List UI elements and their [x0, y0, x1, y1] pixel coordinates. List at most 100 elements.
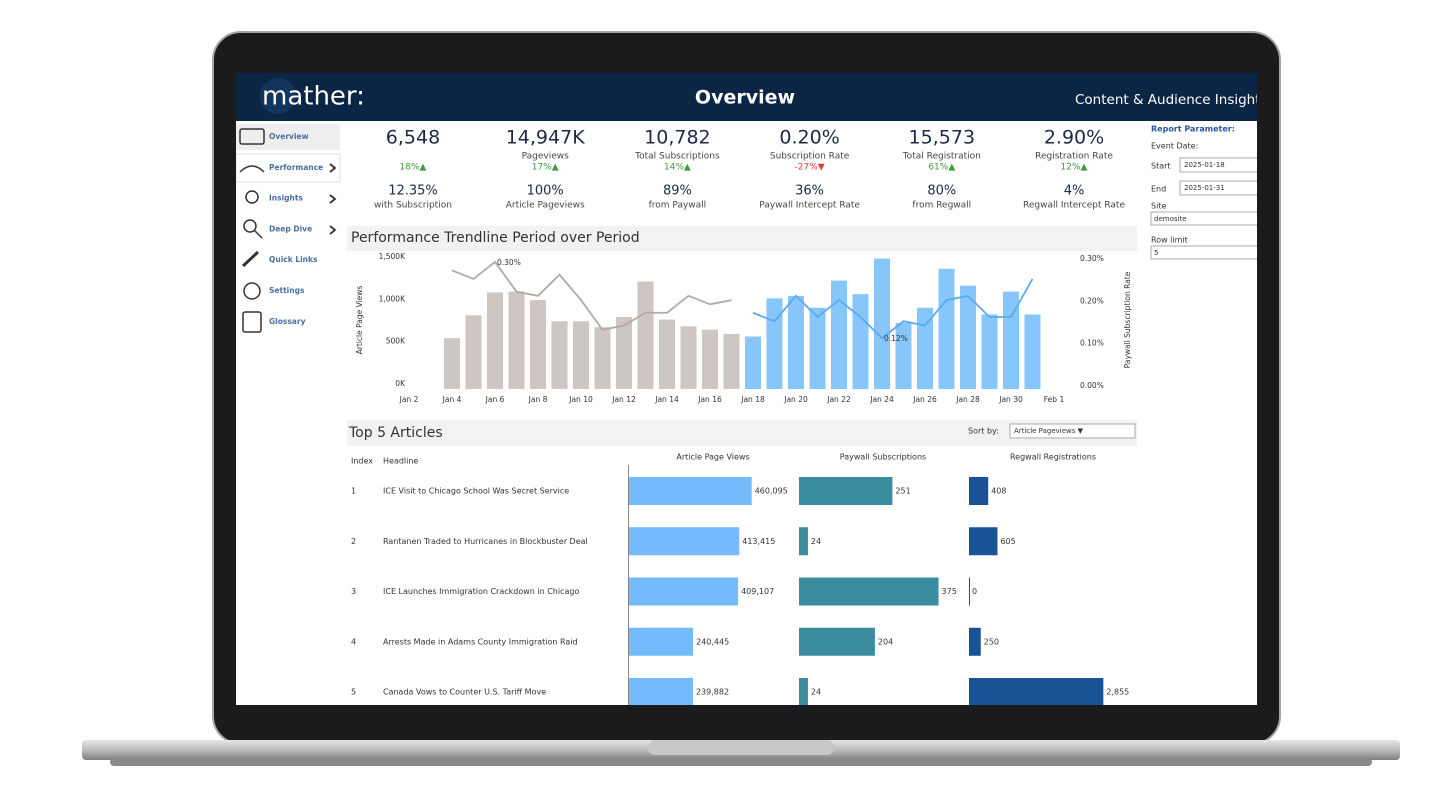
y2-tick-label: 0.20% — [1080, 296, 1104, 305]
bar — [766, 298, 783, 389]
table-bar — [969, 678, 1104, 705]
kpi-value: 80% — [927, 184, 956, 199]
table-bar — [969, 527, 998, 556]
kpi-label: Pageviews — [522, 152, 570, 162]
kpi-value: 0.20% — [779, 127, 839, 149]
bar — [487, 292, 503, 389]
laptop-notch — [648, 740, 834, 755]
icon-book — [239, 128, 265, 145]
bar-label: 24 — [811, 537, 821, 546]
bar-label: 460,095 — [755, 487, 788, 496]
end-value: 2025-01-31 — [1184, 184, 1225, 192]
kpi-value: 6,548 — [386, 127, 440, 149]
x-tick-label: Jan 16 — [697, 395, 722, 404]
column-header: Regwall Registrations — [1010, 453, 1096, 462]
kpi-label: Subscription Rate — [770, 152, 850, 162]
x-tick-label: Jan 22 — [826, 395, 851, 404]
column-header: Paywall Subscriptions — [840, 453, 926, 462]
bar — [465, 315, 482, 389]
bar-label: 24 — [811, 688, 821, 697]
logo-mark — [260, 78, 296, 114]
nav-item[interactable]: Deep Dive — [269, 224, 312, 233]
bar — [573, 321, 589, 389]
site-value: demosite — [1154, 215, 1187, 223]
bar-label: 239,882 — [696, 688, 729, 697]
param-label: End — [1151, 185, 1166, 194]
kpi-change: 14%▲ — [664, 163, 691, 173]
bar — [831, 280, 847, 389]
table-bar — [799, 678, 808, 705]
nav-item[interactable]: Settings — [269, 286, 305, 295]
kpi-value: 15,573 — [909, 127, 975, 149]
kpi-change: -27%▼ — [795, 163, 825, 173]
icon-gauge — [239, 165, 265, 173]
end-input[interactable] — [1179, 180, 1260, 196]
sort-select[interactable] — [1009, 423, 1136, 439]
column-header: Article Page Views — [676, 453, 749, 462]
table-bar — [629, 577, 739, 606]
icon-gear — [243, 282, 261, 300]
sort-label: Sort by: — [968, 427, 999, 436]
trend-line — [752, 278, 1034, 340]
table-title-bar — [347, 420, 1137, 446]
nav-item[interactable]: Performance — [269, 163, 323, 172]
bar-label: 413,415 — [742, 537, 775, 546]
kpi-value: 100% — [527, 184, 564, 199]
table-bar — [969, 627, 981, 656]
table-bar — [629, 627, 694, 656]
kpi-label: Regwall Intercept Rate — [1023, 201, 1125, 211]
row-index: 1 — [351, 487, 356, 496]
nav-item[interactable]: Insights — [269, 194, 303, 203]
data-label: 0.12% — [884, 334, 908, 343]
table-bar — [799, 627, 875, 656]
nav-item[interactable]: Quick Links — [269, 255, 318, 264]
kpi-change: 12%▲ — [1061, 163, 1088, 173]
y-tick-label: 500K — [386, 337, 406, 346]
bar — [938, 268, 955, 389]
trend-line — [451, 260, 732, 331]
y-tick-label: 1,500K — [379, 252, 406, 261]
row-index: 3 — [351, 587, 356, 596]
kpi-label: from Paywall — [649, 201, 707, 211]
kpi-value: 14,947K — [506, 127, 585, 149]
bar — [809, 307, 826, 389]
kpi-value: 4% — [1064, 184, 1085, 199]
kpi-label: Article Pageviews — [506, 201, 585, 211]
y-tick-label: 0K — [395, 379, 406, 388]
bar — [680, 326, 697, 389]
nav-arrows — [329, 163, 337, 235]
kpi-label: Registration Rate — [1035, 152, 1113, 162]
bar-label: 375 — [942, 587, 957, 596]
x-tick-label: Jan 10 — [568, 395, 593, 404]
bar — [874, 258, 890, 389]
table-bar — [629, 527, 740, 556]
x-tick-label: Jan 12 — [611, 395, 636, 404]
row-index: 4 — [351, 637, 356, 646]
y-axis-title: Article Page Views — [355, 286, 364, 355]
site-select[interactable] — [1150, 211, 1261, 226]
bar — [852, 294, 869, 389]
kpi-value: 10,782 — [644, 127, 710, 149]
bar-label: 204 — [878, 637, 893, 646]
header-subtitle: Content & Audience Insight — [1075, 92, 1261, 108]
y-tick-label: 1,000K — [379, 294, 406, 303]
param-label: Site — [1151, 202, 1166, 211]
row-headline: Rantanen Traded to Hurricanes in Blockbu… — [383, 537, 588, 546]
nav-icons — [239, 128, 337, 333]
bar — [745, 336, 761, 389]
row-limit-input[interactable] — [1150, 245, 1261, 260]
row-headline: Canada Vows to Counter U.S. Tariff Move — [383, 688, 546, 697]
kpi-label: Total Subscriptions — [634, 152, 720, 162]
table-bar — [629, 678, 693, 705]
nav-item[interactable]: Glossary — [269, 317, 306, 326]
dashboard: mather: Overview Content & Audience Insi… — [236, 73, 1261, 705]
x-tick-label: Jan 28 — [955, 395, 980, 404]
page-title: Overview — [695, 87, 795, 109]
kpi-value: 89% — [663, 184, 692, 199]
nav-item[interactable]: Overview — [269, 132, 309, 141]
table-bar — [799, 577, 939, 606]
x-tick-label: Jan 24 — [869, 395, 894, 404]
start-input[interactable] — [1179, 157, 1260, 173]
column-header: Index — [351, 457, 373, 466]
